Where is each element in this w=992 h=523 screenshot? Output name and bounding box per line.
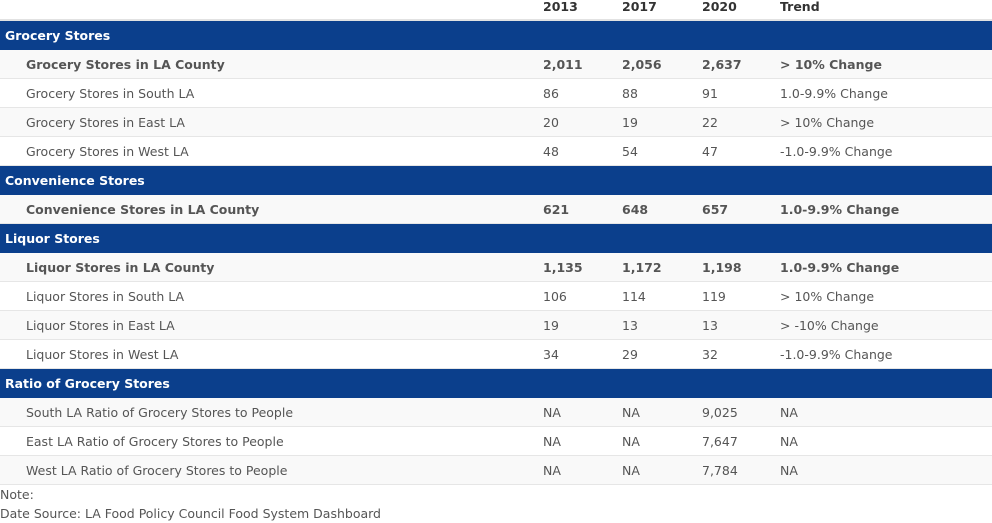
- section-title: Grocery Stores: [5, 28, 111, 43]
- cell-2013: 34: [543, 346, 559, 362]
- table-row: South LA Ratio of Grocery Stores to Peop…: [0, 398, 992, 427]
- cell-2013: 19: [543, 317, 559, 333]
- cell-2020: 13: [702, 317, 718, 333]
- cell-trend: > 10% Change: [780, 288, 875, 304]
- cell-trend: NA: [780, 433, 798, 449]
- cell-trend: > -10% Change: [780, 317, 879, 333]
- row-name: Liquor Stores in West LA: [26, 346, 179, 362]
- note-label: Note:: [0, 487, 34, 502]
- cell-2017: 114: [622, 288, 646, 304]
- row-name: Grocery Stores in South LA: [26, 85, 195, 101]
- table-header: 2013 2017 2020 Trend: [0, 0, 992, 21]
- cell-2017: NA: [622, 433, 640, 449]
- cell-2017: 54: [622, 143, 638, 159]
- cell-2013: 48: [543, 143, 559, 159]
- cell-trend: 1.0-9.9% Change: [780, 259, 900, 275]
- row-name: Convenience Stores in LA County: [26, 201, 260, 217]
- cell-2017: NA: [622, 462, 640, 478]
- cell-2020: 91: [702, 85, 718, 101]
- table-row: East LA Ratio of Grocery Stores to Peopl…: [0, 427, 992, 456]
- cell-2013: NA: [543, 433, 561, 449]
- cell-2013: NA: [543, 462, 561, 478]
- header-2017: 2017: [622, 0, 657, 14]
- row-name: Liquor Stores in South LA: [26, 288, 185, 304]
- table-row: Liquor Stores in LA County 1,135 1,172 1,19…: [0, 253, 992, 282]
- cell-2017: 1,172: [622, 259, 662, 275]
- cell-trend: -1.0-9.9% Change: [780, 346, 893, 362]
- cell-2013: 1,135: [543, 259, 583, 275]
- header-2013: 2013: [543, 0, 578, 14]
- cell-2020: 47: [702, 143, 718, 159]
- cell-trend: > 10% Change: [780, 114, 875, 130]
- row-name: Grocery Stores in East LA: [26, 114, 185, 130]
- row-name: East LA Ratio of Grocery Stores to Peopl…: [26, 433, 284, 449]
- table-row: Grocery Stores in LA County 2,011 2,056 2,6…: [0, 50, 992, 79]
- cell-2020: 9,025: [702, 404, 738, 420]
- table-row: Liquor Stores in East LA 19 13 13 > -10% Cha…: [0, 311, 992, 340]
- table-row: Liquor Stores in West LA 34 29 32 -1.0-9.9% …: [0, 340, 992, 369]
- table-row: Grocery Stores in South LA 86 88 91 1.0-9.9%…: [0, 79, 992, 108]
- section-title: Ratio of Grocery Stores: [5, 376, 170, 391]
- section-header: Ratio of Grocery Stores: [0, 369, 992, 398]
- table-row: West LA Ratio of Grocery Stores to Peopl…: [0, 456, 992, 485]
- cell-2020: 32: [702, 346, 718, 362]
- cell-2013: 20: [543, 114, 559, 130]
- cell-2020: 7,784: [702, 462, 738, 478]
- section-title: Liquor Stores: [5, 231, 100, 246]
- cell-2013: NA: [543, 404, 561, 420]
- cell-2017: 648: [622, 201, 649, 217]
- cell-trend: > 10% Change: [780, 56, 882, 72]
- cell-2017: 88: [622, 85, 638, 101]
- section-header: Grocery Stores: [0, 21, 992, 50]
- row-name: West LA Ratio of Grocery Stores to Peopl…: [26, 462, 288, 478]
- cell-2013: 621: [543, 201, 570, 217]
- cell-trend: 1.0-9.9% Change: [780, 201, 900, 217]
- table-row: Grocery Stores in East LA 20 19 22 > 10% Cha…: [0, 108, 992, 137]
- cell-2017: NA: [622, 404, 640, 420]
- header-2020: 2020: [702, 0, 737, 14]
- table-body: Grocery Stores Grocery Stores in LA Count…: [0, 21, 992, 485]
- cell-2020: 119: [702, 288, 726, 304]
- row-name: Liquor Stores in East LA: [26, 317, 175, 333]
- cell-trend: 1.0-9.9% Change: [780, 85, 888, 101]
- cell-2017: 2,056: [622, 56, 662, 72]
- row-name: Grocery Stores in West LA: [26, 143, 189, 159]
- cell-2020: 7,647: [702, 433, 738, 449]
- data-source: Date Source: LA Food Policy Council Food…: [0, 506, 381, 521]
- table-notes: Note: Date Source: LA Food Policy Counci…: [0, 485, 992, 523]
- row-name: South LA Ratio of Grocery Stores to Peop…: [26, 404, 294, 420]
- cell-trend: -1.0-9.9% Change: [780, 143, 893, 159]
- section-header: Liquor Stores: [0, 224, 992, 253]
- cell-2017: 13: [622, 317, 638, 333]
- cell-2020: 22: [702, 114, 718, 130]
- row-name: Liquor Stores in LA County: [26, 259, 215, 275]
- cell-2020: 2,637: [702, 56, 742, 72]
- cell-trend: NA: [780, 462, 798, 478]
- cell-trend: NA: [780, 404, 798, 420]
- table-row: Convenience Stores in LA County 621 648 657…: [0, 195, 992, 224]
- cell-2013: 106: [543, 288, 567, 304]
- cell-2020: 1,198: [702, 259, 742, 275]
- section-title: Convenience Stores: [5, 173, 145, 188]
- cell-2013: 2,011: [543, 56, 583, 72]
- cell-2017: 19: [622, 114, 638, 130]
- cell-2017: 29: [622, 346, 638, 362]
- row-name: Grocery Stores in LA County: [26, 56, 225, 72]
- cell-2020: 657: [702, 201, 729, 217]
- cell-2013: 86: [543, 85, 559, 101]
- section-header: Convenience Stores: [0, 166, 992, 195]
- table-row: Liquor Stores in South LA 106 114 119 > 10% …: [0, 282, 992, 311]
- header-trend: Trend: [780, 0, 820, 14]
- table-row: Grocery Stores in West LA 48 54 47 -1.0-9.9%…: [0, 137, 992, 166]
